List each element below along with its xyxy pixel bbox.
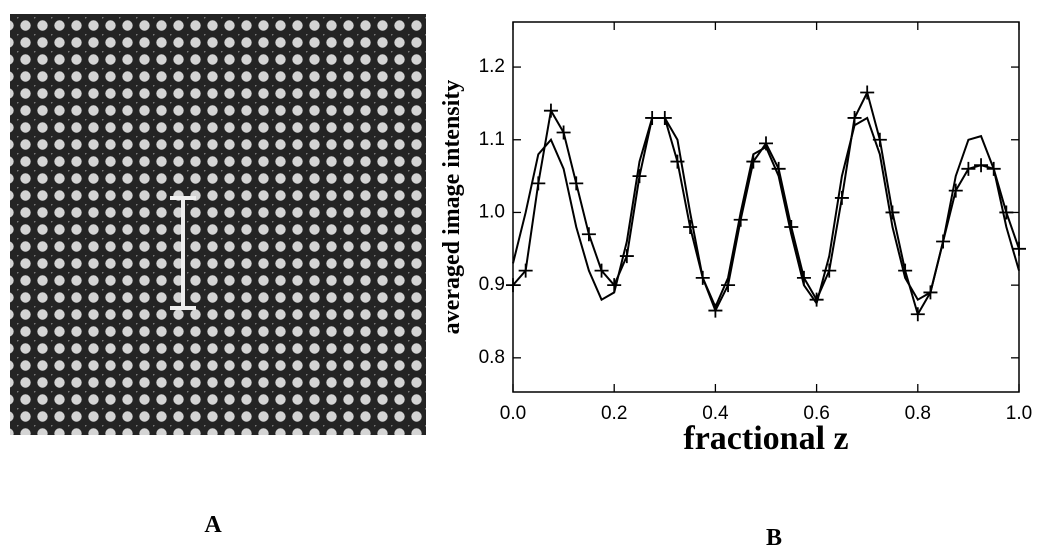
plus-marker bbox=[771, 161, 786, 176]
plus-marker bbox=[948, 183, 963, 198]
panel-label: B bbox=[766, 525, 782, 551]
plus-marker bbox=[531, 176, 546, 191]
plus-marker bbox=[847, 110, 862, 125]
x-tick-label: 0.2 bbox=[601, 403, 627, 424]
plus-marker bbox=[974, 158, 989, 173]
plus-marker bbox=[860, 85, 875, 100]
y-tick-label: 0.9 bbox=[479, 274, 505, 295]
plot-frame bbox=[512, 21, 1020, 393]
plus-marker bbox=[961, 161, 976, 176]
y-tick-label: 1.0 bbox=[479, 201, 505, 222]
y-tick-label: 1.1 bbox=[479, 129, 505, 150]
plus-marker bbox=[581, 227, 596, 242]
plot: 0.0 0.2 0.4 0.6 0.8 1.0 0.8 0.9 1.0 1.1 1.2 bbox=[479, 21, 1032, 424]
plus-marker bbox=[594, 263, 609, 278]
plus-marker bbox=[569, 176, 584, 191]
micrograph-shade bbox=[10, 14, 426, 435]
plus-marker bbox=[683, 219, 698, 234]
x-tick-label: 0.0 bbox=[500, 403, 526, 424]
plus-marker bbox=[910, 307, 925, 322]
plus-marker bbox=[518, 263, 533, 278]
plus-marker bbox=[543, 103, 558, 118]
plus-marker bbox=[619, 249, 634, 264]
plus-marker bbox=[721, 278, 736, 293]
micrograph-image bbox=[10, 14, 426, 435]
plus-marker bbox=[885, 205, 900, 220]
y-tick-label: 0.8 bbox=[479, 347, 505, 368]
plus-marker bbox=[999, 205, 1014, 220]
x-axis-label: fractional z bbox=[683, 420, 848, 457]
x-tick-label: 0.8 bbox=[905, 403, 931, 424]
micrograph bbox=[10, 14, 426, 435]
series-line bbox=[512, 116, 1020, 310]
plus-marker bbox=[556, 125, 571, 140]
panel-label: A bbox=[204, 512, 222, 538]
x-tick-label: 1.0 bbox=[1006, 403, 1032, 424]
plus-marker bbox=[632, 169, 647, 184]
y-tick-label: 1.2 bbox=[479, 56, 505, 77]
x-tick-label: 0.4 bbox=[702, 403, 729, 424]
scale-bar bbox=[170, 196, 196, 310]
y-axis-label: averaged image intensity bbox=[439, 80, 465, 335]
x-tick-label: 0.6 bbox=[803, 403, 829, 424]
plus-marker bbox=[834, 190, 849, 205]
plus-marker bbox=[1012, 241, 1026, 256]
plus-marker bbox=[506, 278, 520, 293]
series-line bbox=[512, 89, 1020, 317]
